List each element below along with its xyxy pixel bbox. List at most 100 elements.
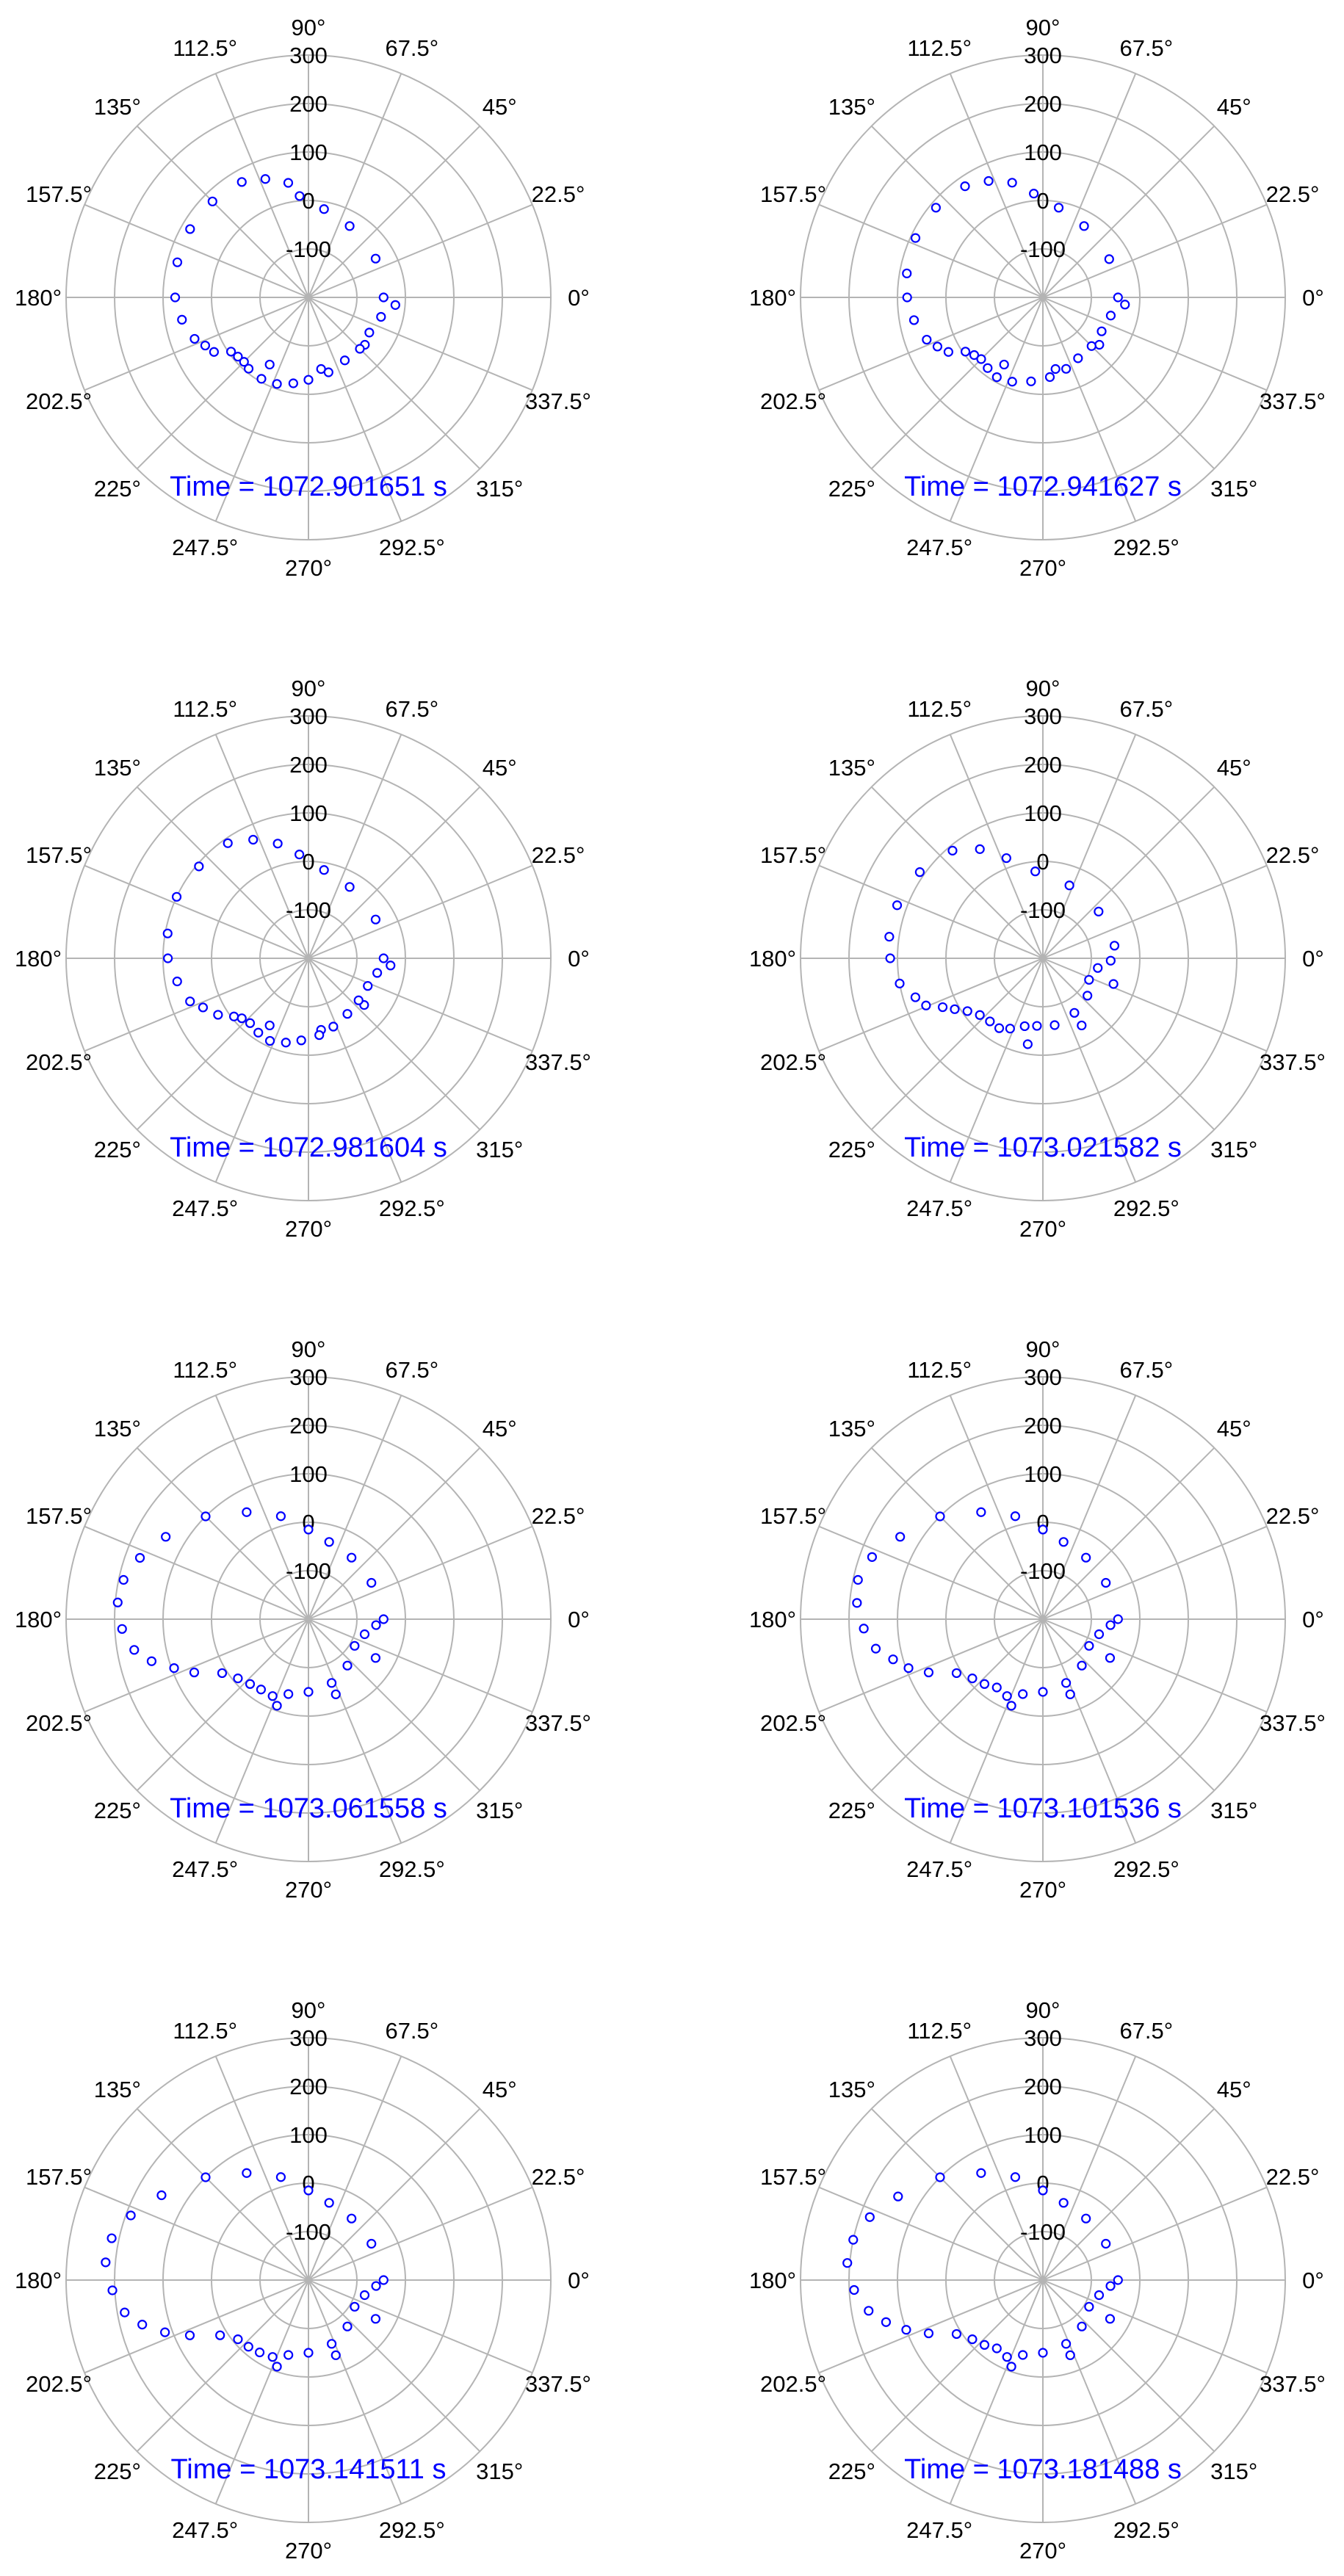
radial-gridline (162, 1473, 455, 1765)
data-point (950, 1004, 960, 1014)
angle-tick-label: 247.5° (906, 1856, 972, 1882)
time-annotation: Time = 1072.941627 s (904, 471, 1182, 502)
data-point (1084, 1640, 1094, 1651)
radial-gridline (945, 861, 1141, 1056)
angle-tick-label: 67.5° (385, 1357, 438, 1383)
time-annotation: Time = 1072.901651 s (170, 471, 447, 502)
data-point (849, 2284, 859, 2295)
angle-tick-label: 202.5° (760, 1049, 826, 1075)
data-point (364, 328, 375, 338)
data-point (328, 1021, 339, 1032)
angle-gridline (84, 1618, 309, 1713)
angle-tick-label: 22.5° (1266, 2164, 1320, 2190)
polar-panel-8: -10001002003000°22.5°45°67.5°90°112.5°13… (749, 1997, 1326, 2564)
data-point (1105, 1620, 1116, 1630)
data-point (272, 1701, 282, 1711)
data-point (975, 1010, 985, 1020)
angle-gridline (818, 203, 1044, 298)
radial-gridline (162, 812, 455, 1104)
data-point (1022, 1039, 1033, 1049)
angle-tick-label: 0° (1302, 946, 1324, 972)
data-point (1001, 853, 1011, 864)
angle-gridline (308, 1618, 481, 1792)
data-point (223, 838, 233, 848)
data-point (908, 315, 920, 325)
angle-tick-label: 270° (285, 1216, 332, 1242)
data-point (171, 891, 182, 902)
angle-tick-label: 337.5° (525, 1710, 591, 1736)
radial-tick-label: 300 (289, 1364, 328, 1390)
data-point (1094, 339, 1105, 350)
data-point (1094, 2290, 1105, 2301)
angle-gridline (1042, 1394, 1137, 1620)
angle-tick-label: 45° (483, 1416, 517, 1441)
data-point (209, 347, 219, 357)
data-point (242, 2168, 252, 2178)
angle-gridline (136, 2279, 309, 2453)
data-point (976, 1507, 986, 1517)
data-point (842, 2258, 853, 2268)
data-point (1006, 1701, 1016, 1711)
angle-gridline (1042, 2186, 1268, 2281)
data-point (363, 981, 373, 991)
data-point (1105, 311, 1116, 321)
angle-gridline (308, 2186, 533, 2281)
data-point (330, 1689, 341, 1699)
angle-tick-label: 112.5° (907, 2018, 972, 2044)
angle-gridline (1042, 297, 1268, 391)
angle-gridline (136, 1618, 309, 1792)
angle-gridline (214, 297, 309, 522)
data-point (864, 2306, 874, 2316)
data-point (901, 2325, 911, 2335)
data-point (378, 953, 389, 963)
radial-gridline (65, 2037, 552, 2523)
angle-tick-label: 135° (828, 755, 875, 781)
data-point (260, 174, 270, 184)
angle-gridline (949, 2279, 1044, 2505)
data-point (200, 340, 211, 351)
data-point (967, 2334, 978, 2345)
angle-gridline (949, 734, 1044, 959)
angle-tick-label: 22.5° (532, 1503, 585, 1529)
data-point (207, 196, 217, 206)
angle-tick-label: 315° (1210, 1798, 1257, 1823)
data-point (903, 1663, 914, 1674)
angle-gridline (308, 1394, 402, 1620)
angle-gridline (308, 2279, 533, 2374)
data-point (1105, 2314, 1116, 2324)
angle-tick-label: 112.5° (907, 696, 972, 722)
angle-gridline (949, 958, 1044, 1183)
data-point (319, 204, 329, 214)
data-point (163, 953, 173, 963)
data-point (1094, 1629, 1105, 1640)
data-point (272, 2362, 282, 2372)
angle-tick-label: 135° (94, 1416, 141, 1441)
angle-gridline (870, 1447, 1044, 1620)
angle-tick-label: 337.5° (1260, 1710, 1326, 1736)
data-point (991, 2343, 1002, 2354)
data-point (344, 221, 355, 231)
angle-tick-label: 112.5° (173, 2018, 237, 2044)
angle-tick-label: 270° (285, 555, 332, 581)
angle-tick-label: 180° (749, 1607, 796, 1632)
angle-gridline (308, 1525, 533, 1620)
radial-tick-label: 100 (289, 1461, 328, 1487)
radial-gridline (848, 1425, 1238, 1814)
radial-gridline (800, 2037, 1286, 2523)
angle-tick-label: 90° (1026, 1997, 1061, 2023)
data-point (985, 1016, 995, 1027)
data-point (242, 1507, 252, 1517)
data-point (319, 865, 329, 875)
data-point (245, 1018, 256, 1028)
data-point (975, 844, 985, 854)
angle-tick-label: 180° (15, 946, 62, 972)
angle-tick-label: 315° (476, 1798, 523, 1823)
radial-tick-label: 200 (1024, 1413, 1062, 1439)
angle-tick-label: 202.5° (26, 388, 92, 414)
data-point (264, 359, 275, 370)
angle-tick-label: 0° (568, 1607, 590, 1632)
angle-tick-label: 157.5° (760, 1503, 826, 1529)
angle-tick-label: 180° (15, 2268, 62, 2293)
data-point (134, 1552, 145, 1563)
data-point (1061, 363, 1072, 374)
